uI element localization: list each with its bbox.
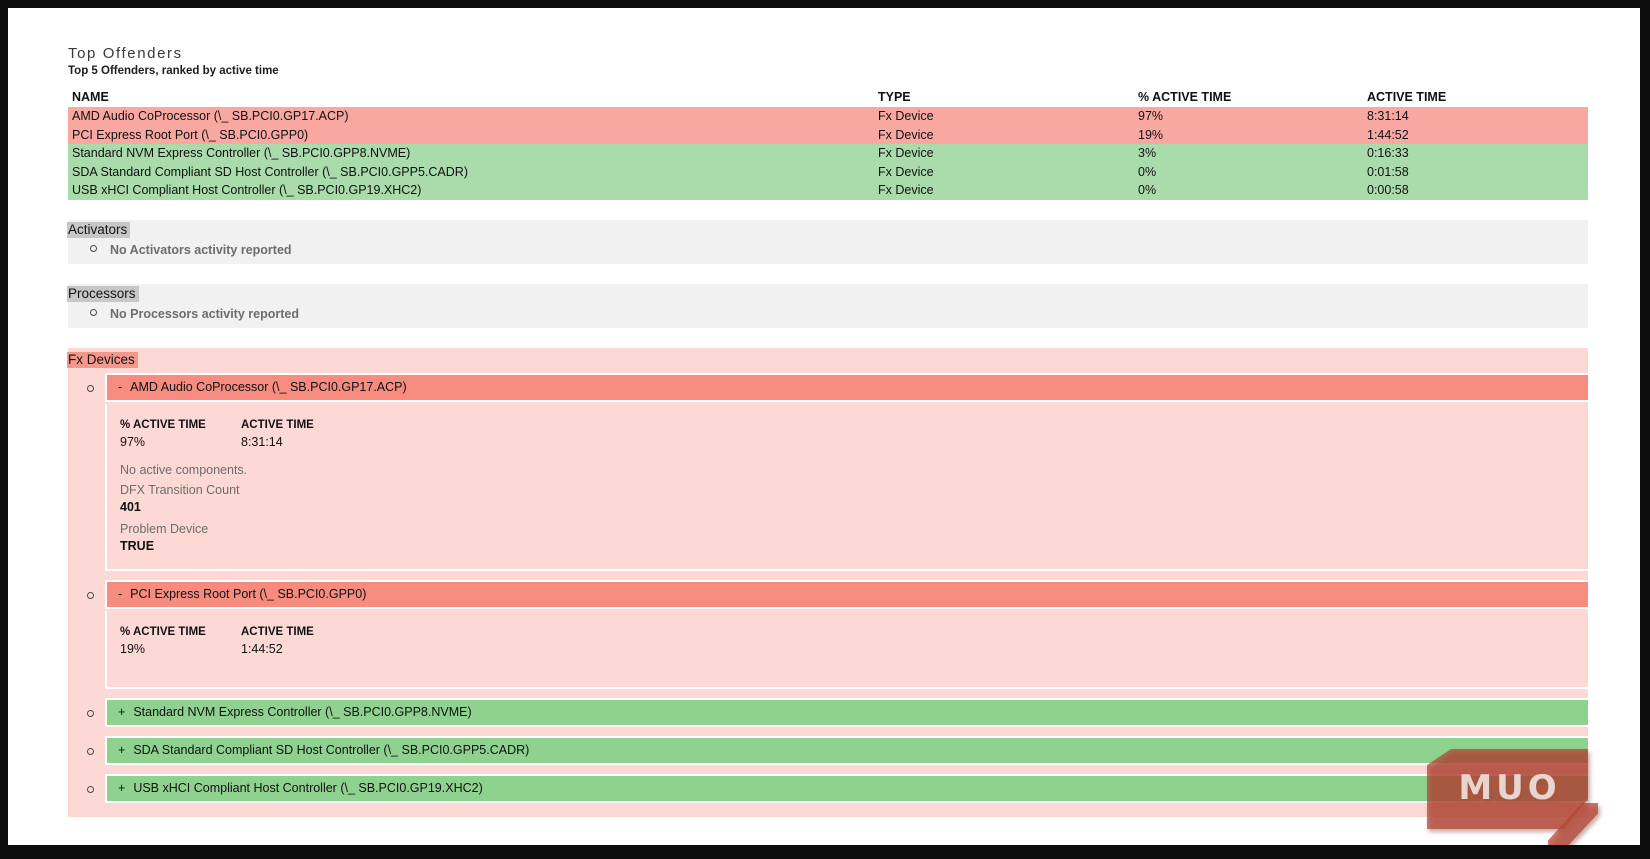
cell-pct-active-time: 3% — [1138, 146, 1157, 160]
processors-section-heading: Processors — [67, 285, 1588, 302]
column-header-active-time: ACTIVE TIME — [1367, 90, 1447, 104]
fx-device-list: - AMD Audio CoProcessor (\_ SB.PCI0.GP17.… — [68, 372, 1588, 803]
cell-type: Fx Device — [878, 164, 934, 179]
detail-header-row: % ACTIVE TIME ACTIVE TIME — [120, 624, 1588, 640]
device-item: - AMD Audio CoProcessor (\_ SB.PCI0.GP17.… — [87, 372, 1588, 571]
processors-empty-list: No Processors activity reported — [68, 306, 1588, 322]
cell-type: Fx Device — [878, 146, 934, 160]
cell-type: Fx Device — [878, 127, 934, 142]
expand-icon: + — [118, 780, 126, 795]
detail-pct-value: 19% — [120, 641, 146, 656]
cell-type: Fx Device — [878, 109, 934, 123]
field-label: DFX Transition Count — [120, 482, 240, 497]
device-detail-panel: % ACTIVE TIME ACTIVE TIME 97% 8:31:14 No… — [105, 403, 1588, 571]
no-active-components-note: No active components. — [120, 462, 248, 477]
table-row: AMD Audio CoProcessor (\_ SB.PCI0.GP17.A… — [68, 107, 1588, 126]
collapse-icon: - — [118, 379, 123, 394]
table-row: USB xHCI Compliant Host Controller (\_ S… — [68, 181, 1588, 200]
detail-pct-header: % ACTIVE TIME — [120, 625, 206, 638]
table-row: PCI Express Root Port (\_ SB.PCI0.GPP0) … — [68, 125, 1588, 144]
processors-section: Processors No Processors activity report… — [67, 283, 1588, 328]
top-offenders-table: NAME TYPE % ACTIVE TIME ACTIVE TIME AMD … — [68, 87, 1588, 200]
detail-time-header: ACTIVE TIME — [241, 625, 314, 638]
field-value: 401 — [120, 499, 141, 514]
device-label: SDA Standard Compliant SD Host Controlle… — [133, 742, 530, 757]
fx-devices-section: Fx Devices - AMD Audio CoProcessor (\_ SB… — [67, 347, 1588, 817]
cell-active-time: 8:31:14 — [1367, 109, 1409, 123]
device-toggle-header[interactable]: + Standard NVM Express Controller (\_ SB.… — [105, 697, 1588, 727]
section-heading-highlight: Fx Devices — [67, 351, 138, 368]
device-label: USB xHCI Compliant Host Controller (\_ S… — [133, 780, 483, 795]
detail-header-row: % ACTIVE TIME ACTIVE TIME — [120, 417, 1588, 433]
device-label: Standard NVM Express Controller (\_ SB.P… — [133, 704, 472, 719]
device-label: AMD Audio CoProcessor (\_ SB.PCI0.GP17.A… — [130, 379, 407, 394]
table-row: Standard NVM Express Controller (\_ SB.P… — [68, 144, 1588, 163]
cell-active-time: 0:16:33 — [1367, 146, 1409, 160]
cell-pct-active-time: 0% — [1138, 183, 1157, 197]
section-heading-highlight: Activators — [67, 221, 131, 238]
empty-activity-message: No Processors activity reported — [90, 306, 1588, 322]
cell-active-time: 0:01:58 — [1367, 164, 1409, 179]
device-label: PCI Express Root Port (\_ SB.PCI0.GPP0) — [130, 586, 367, 601]
field-label: Problem Device — [120, 521, 209, 536]
expand-icon: + — [118, 742, 126, 757]
column-header-type: TYPE — [878, 90, 911, 104]
cell-name: USB xHCI Compliant Host Controller (\_ S… — [72, 183, 422, 197]
detail-pct-value: 97% — [120, 434, 146, 449]
detail-value-row: 19% 1:44:52 — [120, 640, 1588, 659]
empty-activity-message: No Activators activity reported — [90, 242, 1588, 258]
device-toggle-header[interactable]: - AMD Audio CoProcessor (\_ SB.PCI0.GP17.… — [105, 372, 1588, 402]
device-toggle-header[interactable]: + USB xHCI Compliant Host Controller (\_ … — [105, 773, 1588, 803]
cell-active-time: 1:44:52 — [1367, 127, 1409, 142]
cell-pct-active-time: 0% — [1138, 164, 1157, 179]
device-item: + SDA Standard Compliant SD Host Controll… — [87, 735, 1588, 765]
cell-active-time: 0:00:58 — [1367, 183, 1409, 197]
page-title: Top Offenders — [68, 45, 183, 62]
expand-icon: + — [118, 704, 126, 719]
table-row: SDA Standard Compliant SD Host Controlle… — [68, 162, 1588, 181]
device-item: + Standard NVM Express Controller (\_ SB.… — [87, 697, 1588, 727]
cell-name: Standard NVM Express Controller (\_ SB.P… — [72, 146, 411, 160]
detail-pct-header: % ACTIVE TIME — [120, 418, 206, 431]
detail-time-value: 8:31:14 — [241, 434, 283, 449]
column-header-pct-active-time: % ACTIVE TIME — [1138, 90, 1232, 104]
cell-type: Fx Device — [878, 183, 934, 197]
detail-value-row: 97% 8:31:14 — [120, 433, 1588, 452]
device-toggle-header[interactable]: - PCI Express Root Port (\_ SB.PCI0.GPP0) — [105, 579, 1588, 609]
section-heading-highlight: Processors — [67, 285, 139, 302]
report-content: Top Offenders Top 5 Offenders, ranked by… — [67, 45, 1588, 817]
cell-name: PCI Express Root Port (\_ SB.PCI0.GPP0) — [72, 127, 309, 142]
fx-devices-section-heading: Fx Devices — [67, 351, 1588, 368]
device-item: + USB xHCI Compliant Host Controller (\_ … — [87, 773, 1588, 803]
collapse-icon: - — [118, 586, 123, 601]
device-item: - PCI Express Root Port (\_ SB.PCI0.GPP0)… — [87, 579, 1588, 689]
device-detail-panel: % ACTIVE TIME ACTIVE TIME 19% 1:44:52 — [105, 610, 1588, 689]
activators-section: Activators No Activators activity report… — [67, 219, 1588, 264]
activators-empty-list: No Activators activity reported — [68, 242, 1588, 258]
detail-time-header: ACTIVE TIME — [241, 418, 314, 431]
device-toggle-header[interactable]: + SDA Standard Compliant SD Host Controll… — [105, 735, 1588, 765]
activators-section-heading: Activators — [67, 221, 1588, 238]
cell-name: SDA Standard Compliant SD Host Controlle… — [72, 164, 468, 179]
page-subtitle: Top 5 Offenders, ranked by active time — [68, 65, 279, 77]
field-value: TRUE — [120, 538, 155, 553]
cell-name: AMD Audio CoProcessor (\_ SB.PCI0.GP17.A… — [72, 109, 349, 123]
cell-pct-active-time: 97% — [1138, 109, 1164, 123]
table-header-row: NAME TYPE % ACTIVE TIME ACTIVE TIME — [68, 87, 1588, 107]
sleep-study-report-page: Top Offenders Top 5 Offenders, ranked by… — [8, 45, 1640, 845]
detail-time-value: 1:44:52 — [241, 641, 283, 656]
column-header-name: NAME — [72, 90, 109, 104]
cell-pct-active-time: 19% — [1138, 127, 1164, 142]
